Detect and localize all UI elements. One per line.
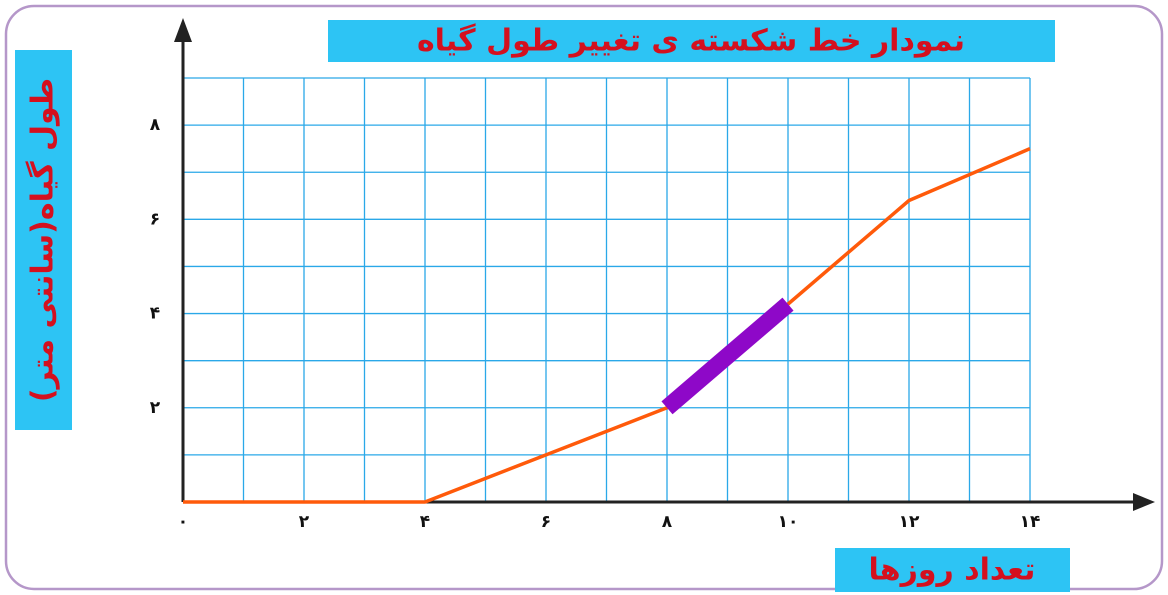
x-tick-label: ۶ [541, 512, 551, 532]
x-tick-label: ۱۲ [899, 512, 920, 532]
x-tick-label: ۲ [299, 512, 310, 532]
x-arrow [1133, 493, 1155, 511]
data-line [183, 147, 1031, 504]
grid [182, 77, 1031, 503]
y-axis-label: طول گیاه(سانتی متر) [25, 78, 61, 402]
x-tick-label: ۰ [178, 512, 188, 532]
y-tick-label: ۶ [150, 209, 160, 229]
x-tick-label: ۱۴ [1020, 512, 1041, 532]
highlight-segment [661, 297, 794, 415]
x-tick-label: ۴ [420, 512, 430, 532]
x-tick-label: ۱۰ [778, 512, 799, 532]
y-label-box [15, 50, 72, 430]
y-tick-label: ۴ [150, 304, 160, 324]
frame [4, 4, 1164, 591]
y-tick-label: ۲ [150, 398, 161, 418]
chart-title: نمودار خط شکسته ی تغییر طول گیاه [417, 23, 965, 59]
x-axis-label: تعداد روزها [869, 553, 1036, 588]
x-label-box [835, 548, 1070, 592]
title-box [328, 20, 1055, 62]
y-arrow [174, 18, 192, 42]
y-tick-label: ۸ [150, 115, 161, 135]
x-tick-label: ۸ [662, 512, 673, 532]
